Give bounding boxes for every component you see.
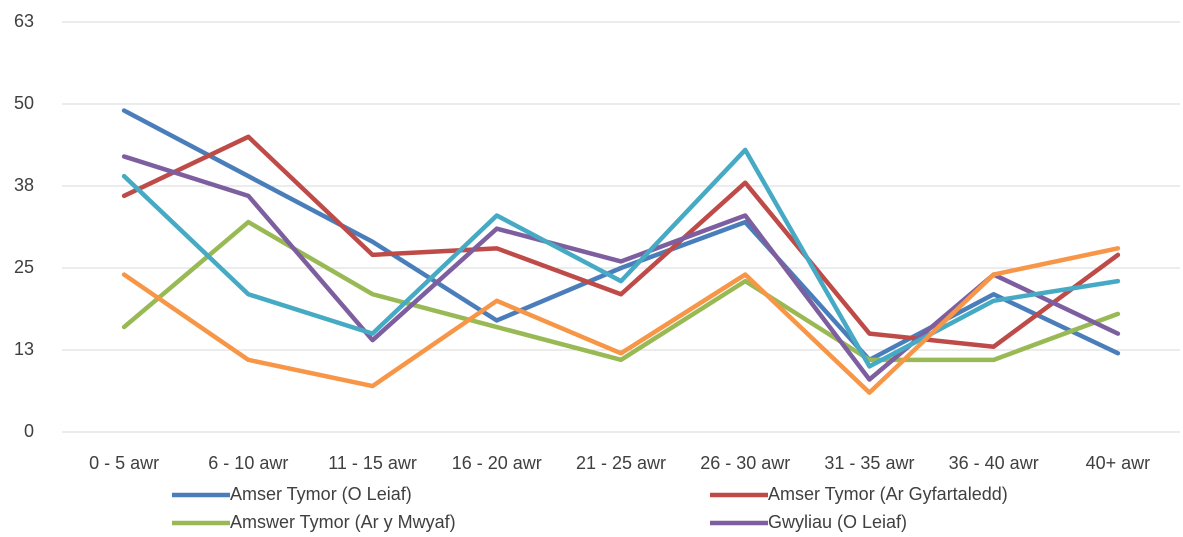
- x-tick-label: 16 - 20 awr: [452, 453, 542, 473]
- y-tick-label: 63: [14, 11, 34, 31]
- series-line: [121, 147, 1121, 369]
- x-tick-label: 21 - 25 awr: [576, 453, 666, 473]
- series-line: [121, 219, 1121, 363]
- x-tick-label: 0 - 5 awr: [89, 453, 159, 473]
- y-tick-label: 0: [24, 421, 34, 441]
- x-tick-label: 26 - 30 awr: [700, 453, 790, 473]
- y-tick-label: 13: [14, 339, 34, 359]
- x-tick-label: 36 - 40 awr: [949, 453, 1039, 473]
- x-tick-label: 40+ awr: [1086, 453, 1151, 473]
- x-tick-label: 11 - 15 awr: [328, 453, 417, 473]
- series-line: [121, 134, 1121, 349]
- series-line: [121, 154, 1121, 382]
- y-tick-label: 25: [14, 257, 34, 277]
- legend-label: Amser Tymor (Ar Gyfartaledd): [768, 484, 1008, 504]
- legend-label: Amswer Tymor (Ar y Mwyaf): [230, 512, 456, 532]
- legend-label: Amser Tymor (O Leiaf): [230, 484, 412, 504]
- legend-label: Gwyliau (O Leiaf): [768, 512, 907, 532]
- x-tick-label: 31 - 35 awr: [824, 453, 914, 473]
- y-tick-label: 50: [14, 93, 34, 113]
- y-tick-label: 38: [14, 175, 34, 195]
- x-tick-label: 6 - 10 awr: [208, 453, 288, 473]
- series-line: [121, 246, 1121, 395]
